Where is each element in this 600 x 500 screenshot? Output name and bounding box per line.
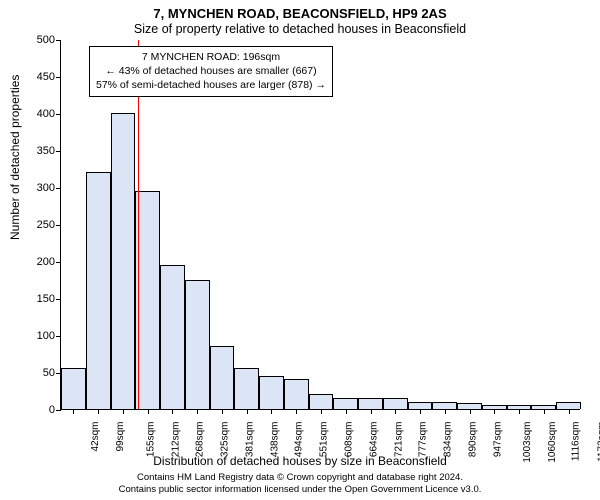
histogram-bar: [111, 113, 136, 409]
x-axis-label: Distribution of detached houses by size …: [0, 454, 600, 468]
x-tick-label: 608sqm: [344, 422, 355, 458]
x-tick-label: 155sqm: [145, 422, 156, 458]
x-tick: [346, 409, 347, 414]
y-tick-label: 500: [25, 34, 55, 46]
x-tick-label: 325sqm: [220, 422, 231, 458]
x-tick-label: 777sqm: [418, 422, 429, 458]
histogram-bar: [432, 402, 457, 409]
histogram-bar: [408, 402, 433, 409]
y-tick-label: 50: [25, 367, 55, 379]
annotation-line1: 7 MYNCHEN ROAD: 196sqm: [142, 51, 280, 63]
x-tick: [519, 409, 520, 414]
histogram-bar: [309, 394, 334, 409]
y-tick: [56, 225, 61, 226]
x-tick: [172, 409, 173, 414]
y-tick-label: 100: [25, 330, 55, 342]
y-tick-label: 350: [25, 145, 55, 157]
x-tick: [470, 409, 471, 414]
x-tick-label: 99sqm: [115, 422, 126, 452]
x-tick: [148, 409, 149, 414]
y-tick-label: 0: [25, 404, 55, 416]
chart-title-sub: Size of property relative to detached ho…: [0, 22, 600, 36]
x-tick: [569, 409, 570, 414]
x-tick-label: 551sqm: [319, 422, 330, 458]
histogram-bar: [86, 172, 111, 409]
y-tick: [56, 114, 61, 115]
x-tick-label: 268sqm: [195, 422, 206, 458]
histogram-bar: [185, 280, 210, 410]
x-tick: [73, 409, 74, 414]
y-tick-label: 250: [25, 219, 55, 231]
x-tick-label: 890sqm: [467, 422, 478, 458]
y-tick-label: 300: [25, 182, 55, 194]
chart-container: 7, MYNCHEN ROAD, BEACONSFIELD, HP9 2AS S…: [0, 0, 600, 500]
histogram-bar: [135, 191, 160, 409]
histogram-bar: [259, 376, 284, 409]
x-tick-label: 947sqm: [492, 422, 503, 458]
y-tick: [56, 40, 61, 41]
y-tick: [56, 188, 61, 189]
y-axis-label: Number of detached properties: [8, 75, 22, 240]
attribution-text: Contains HM Land Registry data © Crown c…: [0, 472, 600, 496]
histogram-bar: [61, 368, 86, 409]
histogram-bar: [234, 368, 259, 409]
x-tick-label: 42sqm: [90, 422, 101, 452]
histogram-bar: [383, 398, 408, 409]
x-tick: [296, 409, 297, 414]
x-tick: [98, 409, 99, 414]
annotation-line3: 57% of semi-detached houses are larger (…: [96, 79, 326, 91]
x-tick: [371, 409, 372, 414]
x-tick-label: 494sqm: [294, 422, 305, 458]
y-tick: [56, 299, 61, 300]
x-tick-label: 212sqm: [170, 422, 181, 458]
y-tick: [56, 373, 61, 374]
x-tick-label: 381sqm: [245, 422, 256, 458]
x-tick: [123, 409, 124, 414]
attribution-line2: Contains public sector information licen…: [119, 484, 482, 495]
x-tick: [420, 409, 421, 414]
plot-area: 05010015020025030035040045050042sqm99sqm…: [60, 40, 580, 410]
y-tick: [56, 410, 61, 411]
histogram-bar: [210, 346, 235, 409]
x-tick: [321, 409, 322, 414]
x-tick: [395, 409, 396, 414]
x-tick: [247, 409, 248, 414]
histogram-bar: [556, 402, 581, 409]
x-tick-label: 834sqm: [443, 422, 454, 458]
y-tick-label: 450: [25, 71, 55, 83]
y-tick: [56, 151, 61, 152]
x-tick: [197, 409, 198, 414]
x-tick-label: 721sqm: [393, 422, 404, 458]
histogram-bar: [358, 398, 383, 409]
x-tick: [271, 409, 272, 414]
histogram-bar: [160, 265, 185, 409]
x-tick: [445, 409, 446, 414]
y-tick-label: 150: [25, 293, 55, 305]
histogram-bar: [284, 379, 309, 409]
histogram-bar: [333, 398, 358, 409]
plot-inner: 05010015020025030035040045050042sqm99sqm…: [61, 40, 580, 409]
x-tick: [544, 409, 545, 414]
x-tick-label: 664sqm: [368, 422, 379, 458]
y-tick-label: 200: [25, 256, 55, 268]
y-tick: [56, 262, 61, 263]
annotation-box: 7 MYNCHEN ROAD: 196sqm ← 43% of detached …: [89, 46, 333, 97]
attribution-line1: Contains HM Land Registry data © Crown c…: [137, 472, 463, 483]
chart-title-main: 7, MYNCHEN ROAD, BEACONSFIELD, HP9 2AS: [0, 6, 600, 21]
y-tick: [56, 336, 61, 337]
x-tick: [494, 409, 495, 414]
y-tick: [56, 77, 61, 78]
x-tick-label: 438sqm: [269, 422, 280, 458]
y-tick-label: 400: [25, 108, 55, 120]
x-tick: [222, 409, 223, 414]
annotation-line2: ← 43% of detached houses are smaller (66…: [105, 65, 316, 77]
